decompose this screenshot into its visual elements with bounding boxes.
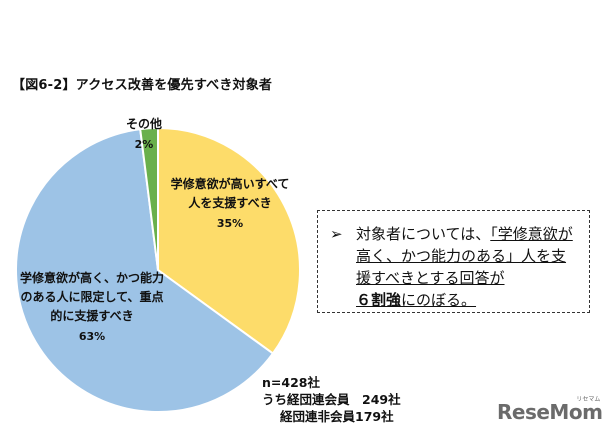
callout-text: 対象者については、「学修意欲が高く、かつ能力のある」人を支援すべきとする回答が ６… <box>356 223 581 311</box>
arrow-bullet-icon: ➢ <box>330 225 343 243</box>
pie-slice-0 <box>157 126 301 355</box>
logo-subtext: リセマム <box>576 396 601 403</box>
note-line-2: うち経団連会員 249社 <box>262 392 401 407</box>
slice-label-1: 学修意欲が高く、かつ能力のある人に限定して、重点的に支援すべき 63% <box>20 270 164 343</box>
resemom-logo: ReseMom リセマム <box>497 396 603 424</box>
chart-title: 【図6-2】アクセス改善を優先すべき対象者 <box>12 78 273 93</box>
logo-text: ReseMom <box>497 400 603 424</box>
note-line-3: 経団連非会員179社 <box>280 409 394 424</box>
callout-text-b: 「学修意欲が高く、かつ能力のある」 <box>356 225 573 265</box>
pie-slice-2 <box>139 126 159 271</box>
slice-label-2: その他 2% <box>126 116 162 151</box>
callout-text-c: 人を支援すべきとする回答が <box>356 247 567 287</box>
callout-text-e: にのぼる。 <box>401 291 477 309</box>
callout-text-a: 対象者については、 <box>356 225 491 243</box>
slice-label-0: 学修意欲が高いすべて人を支援すべき 35% <box>171 176 290 230</box>
pie-slice-1 <box>15 128 275 413</box>
note-line-1: n=428社 <box>262 375 320 390</box>
sample-size-note: n=428社 うち経団連会員 249社 経団連非会員179社 <box>262 374 401 425</box>
callout-box: ➢ 対象者については、「学修意欲が高く、かつ能力のある」人を支援すべきとする回答… <box>317 210 590 313</box>
callout-text-d: ６割強 <box>356 291 402 309</box>
